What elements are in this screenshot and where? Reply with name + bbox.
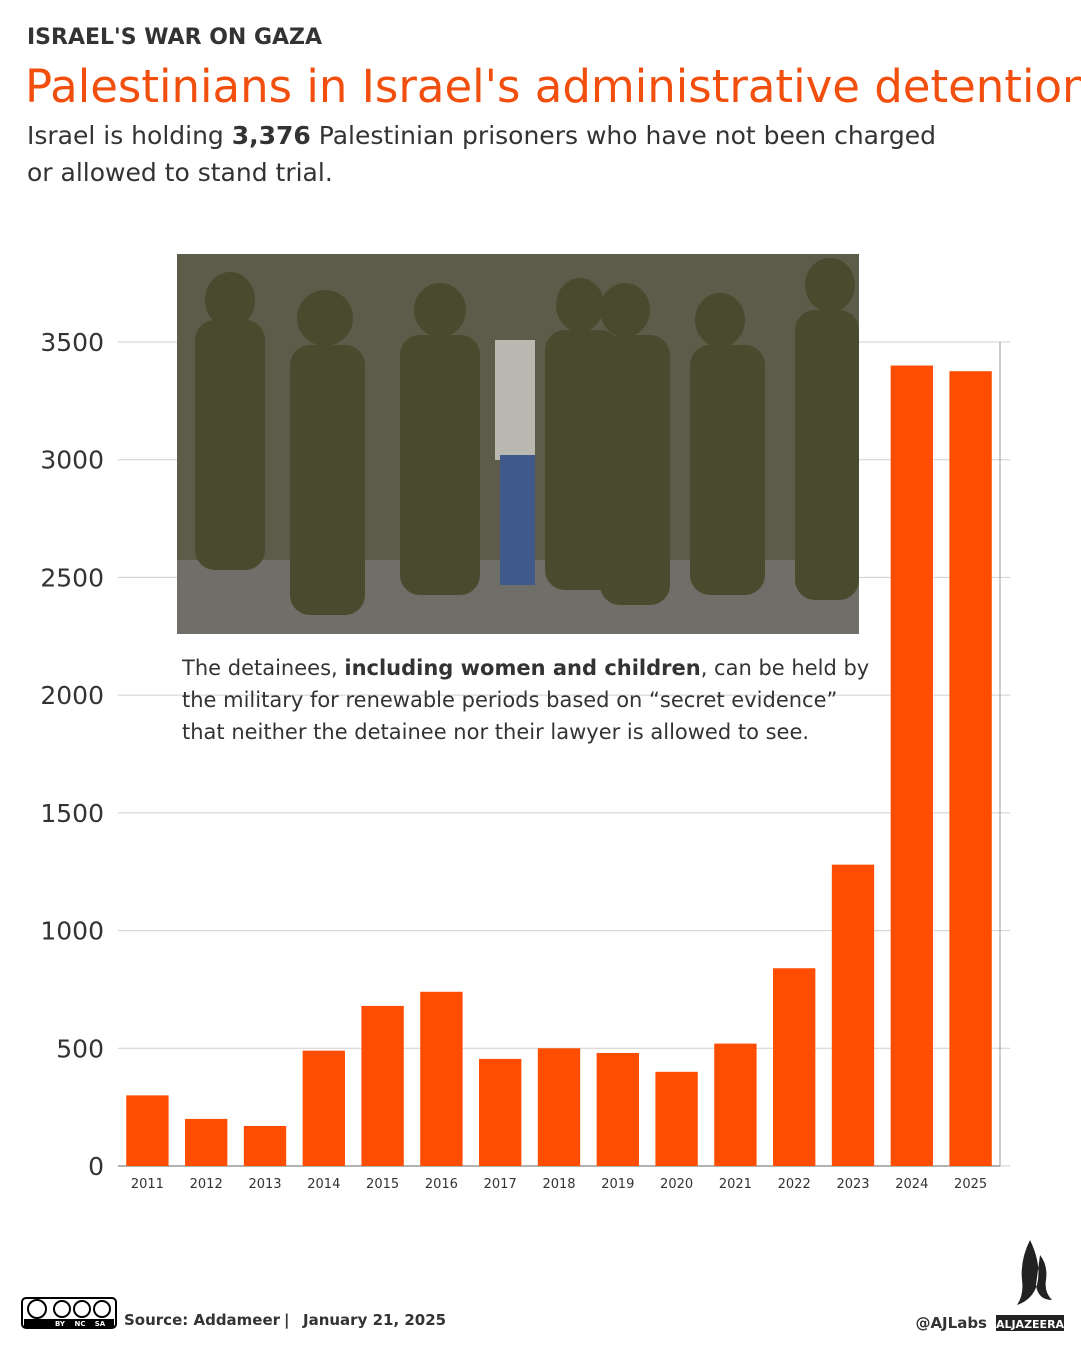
cc-strip [24,1319,114,1327]
bar [949,371,992,1167]
x-tick-label: 2018 [542,1177,575,1192]
y-tick-label: 3500 [40,328,104,357]
x-tick-label: 2023 [836,1177,869,1192]
subtitle-line2: or allowed to stand trial. [27,158,333,187]
x-tick-label: 2021 [719,1177,752,1192]
x-tick-label: 2011 [131,1177,164,1192]
chart-title: Palestinians in Israel's administrative … [25,60,1081,113]
cc-icon [53,1300,71,1318]
y-tick-label: 3000 [40,446,104,475]
license-term: NC [75,1320,86,1328]
y-tick-label: 0 [88,1152,104,1181]
bar [890,365,933,1166]
annotation-bold: including women and children [344,656,700,680]
bar [479,1058,522,1166]
y-tick-label: 1500 [40,799,104,828]
cc-icon [73,1300,91,1318]
y-tick-label: 500 [56,1034,104,1063]
plot: 2011 2012 2013 2014 2015 2016 2017 2018 2019 2020… [118,342,1001,1192]
x-tick-label: 2019 [601,1177,634,1192]
annotation-line3: that neither the detainee nor their lawy… [182,720,809,744]
date: January 21, 2025 [302,1311,446,1329]
x-tick-label: 2015 [366,1177,399,1192]
handle: @AJLabs [915,1314,987,1332]
subtitle-text: Israel is holding [27,121,232,150]
brand-logo [1017,1240,1052,1305]
x-tick-label: 2016 [425,1177,458,1192]
x-tick-label: 2012 [190,1177,223,1192]
source: Source: Addameer [124,1311,281,1329]
x-tick-label: 2022 [778,1177,811,1192]
bar [831,864,875,1166]
x-tick-label: 2024 [895,1177,928,1192]
bar [537,1048,581,1166]
annotation-line1: The detainees, including women and child… [181,656,869,680]
bar [714,1043,757,1166]
bar [420,991,463,1166]
photo [177,254,859,634]
subtitle-bold: 3,376 [232,121,311,150]
subtitle-line1: Israel is holding 3,376 Palestinian pris… [27,121,936,150]
footer: BY NC SA Source: Addameer | January 21, … [21,1240,1065,1332]
bar [302,1050,345,1166]
y-tick-label: 1000 [40,917,104,946]
x-tick-label: 2017 [484,1177,517,1192]
subtitle-text: Palestinian prisoners who have not been … [311,121,936,150]
license-term: SA [95,1320,106,1328]
cc-icon [93,1300,111,1318]
x-tick-label: 2020 [660,1177,693,1192]
bar [655,1071,698,1166]
brand: ALJAZEERA [996,1318,1065,1331]
annotation-line2: the military for renewable periods based… [182,688,837,712]
photo-boy [495,340,535,460]
x-tick-label: 2014 [307,1177,340,1192]
cc-icon [27,1299,47,1319]
brand-plate [996,1315,1064,1331]
photo-boy-jeans [500,455,535,585]
separator: | [284,1311,289,1330]
y-tick-label: 2500 [40,563,104,592]
bar [773,968,816,1166]
annotation-text: , can be held by [701,656,870,680]
kicker: ISRAEL'S WAR ON GAZA [27,25,322,50]
bar [243,1125,287,1166]
photo-figures [195,258,859,615]
bar [126,1095,169,1166]
y-tick-label: 2000 [40,681,104,710]
x-tick-label: 2025 [954,1177,987,1192]
annotation-text: The detainees, [181,656,344,680]
bar [596,1052,639,1166]
bar [185,1118,228,1166]
license-term: BY [55,1320,66,1328]
x-tick-label: 2013 [248,1177,281,1192]
bar [361,1005,404,1166]
